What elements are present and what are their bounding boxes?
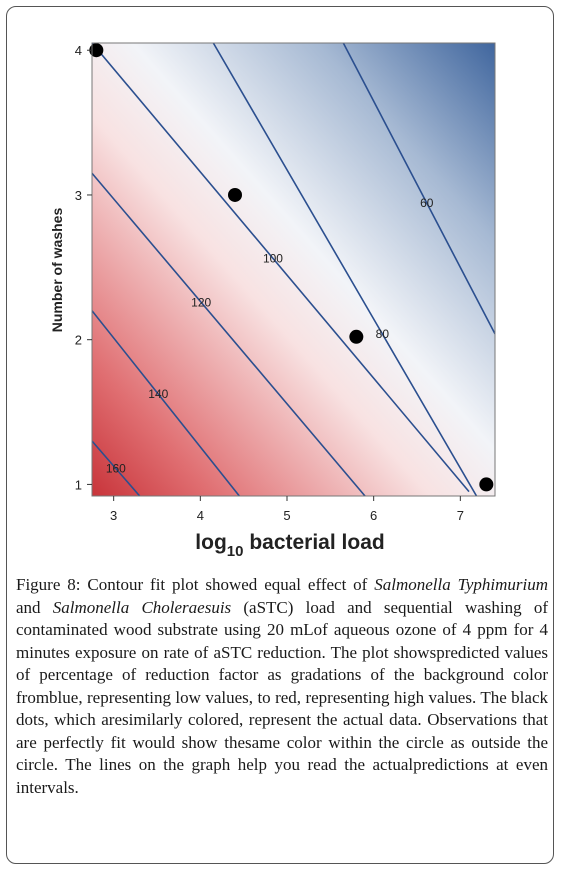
contour-line-60 bbox=[342, 43, 495, 335]
caption-text-3: (aSTC) load and sequential washing of co… bbox=[16, 597, 548, 797]
x-tick-label-4: 4 bbox=[197, 508, 204, 523]
caption-text-1: Contour fit plot showed equal effect of bbox=[80, 575, 375, 594]
caption-species-2: Salmonella Choleraesuis bbox=[52, 597, 232, 617]
contour-label-120: 120 bbox=[191, 295, 211, 309]
contour-line-120 bbox=[92, 172, 366, 496]
data-point-4 bbox=[479, 477, 494, 492]
x-tick-label-3: 3 bbox=[110, 508, 117, 523]
y-tick-label-3: 3 bbox=[75, 188, 82, 203]
y-tick-label-4: 4 bbox=[75, 43, 82, 58]
caption-text-2: and bbox=[16, 597, 53, 617]
data-point-1 bbox=[89, 43, 104, 58]
y-tick-label-1: 1 bbox=[75, 477, 82, 492]
x-tick-label-6: 6 bbox=[370, 508, 377, 523]
caption-figure-label: Figure 8: bbox=[16, 575, 81, 594]
contour-label-60: 60 bbox=[420, 196, 434, 210]
data-point-3 bbox=[349, 329, 364, 344]
figure-caption: Figure 8: Contour fit plot showed equal … bbox=[16, 574, 548, 799]
contour-label-80: 80 bbox=[376, 327, 390, 341]
contour-label-160: 160 bbox=[106, 462, 126, 476]
contour-labels: 60 80 100 120 140 160 bbox=[106, 196, 434, 476]
contour-line-160 bbox=[92, 440, 141, 496]
x-tick-label-7: 7 bbox=[457, 508, 464, 523]
data-points bbox=[89, 43, 494, 492]
contour-chart: 60 80 100 120 140 160 3 4 5 6 7 1 2 3 4 log10 bacter… bbox=[49, 42, 496, 560]
data-point-2 bbox=[228, 187, 242, 202]
x-axis: 3 4 5 6 7 bbox=[110, 496, 464, 523]
contour-label-140: 140 bbox=[148, 387, 168, 401]
plot-background bbox=[92, 43, 495, 496]
y-axis-label: Number of washes bbox=[49, 208, 65, 333]
contour-line-140 bbox=[92, 310, 240, 496]
plot-border bbox=[91, 42, 496, 497]
x-tick-label-5: 5 bbox=[283, 508, 290, 523]
y-axis: 1 2 3 4 bbox=[75, 43, 92, 492]
contour-line-80 bbox=[212, 43, 478, 496]
contour-lines bbox=[92, 43, 495, 496]
contour-line-100 bbox=[92, 43, 470, 493]
caption-species-1: Salmonella Typhimurium bbox=[374, 575, 548, 594]
contour-label-100: 100 bbox=[263, 251, 283, 265]
y-tick-label-2: 2 bbox=[75, 333, 82, 348]
x-axis-label: log10 bacterial load bbox=[195, 531, 384, 560]
